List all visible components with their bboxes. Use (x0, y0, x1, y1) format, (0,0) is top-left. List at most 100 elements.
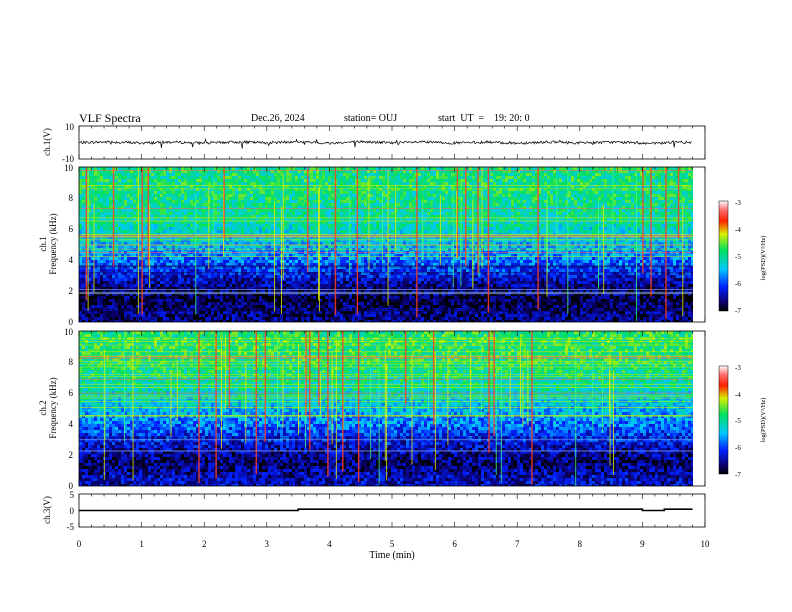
spectrogram-cell (238, 239, 242, 243)
spectrogram-cell (226, 239, 230, 243)
spectrogram-cell (292, 278, 296, 282)
spectrogram-cell (292, 176, 296, 180)
spectrogram-cell (268, 245, 272, 249)
spectrogram-cell (325, 242, 329, 246)
spectrogram-cell (337, 230, 341, 234)
spectrogram-cell (247, 224, 251, 228)
spectrogram-cell (256, 200, 260, 204)
spectrogram-cell (304, 212, 308, 216)
spectrogram-cell (154, 320, 158, 322)
spectrogram-cell (268, 257, 272, 261)
spectrogram-cell (286, 242, 290, 246)
spectrogram-cell (190, 209, 194, 213)
spectrogram-cell (91, 272, 95, 276)
spectrogram-cell (238, 179, 242, 183)
spectrogram-cell (100, 239, 104, 243)
spectrogram-cell (313, 290, 317, 294)
spectrogram-cell (130, 170, 134, 174)
spectrogram-cell (256, 278, 260, 282)
spectrogram-cell (193, 263, 197, 267)
spectrogram-cell (154, 176, 158, 180)
spectrogram-cell (106, 182, 110, 186)
spectrogram-cell (349, 209, 353, 213)
spectrogram-cell (274, 257, 278, 261)
spectrogram-cell (160, 317, 164, 321)
spectrogram-cell (253, 302, 257, 306)
spectrogram-cell (310, 227, 314, 231)
spectrogram-cell (235, 218, 239, 222)
spectrogram-cell (178, 293, 182, 297)
spectrogram-cell (352, 299, 356, 303)
spectrogram-cell (178, 179, 182, 183)
spectrogram-cell (205, 221, 209, 225)
spectrogram-cell (244, 293, 248, 297)
spectrogram-cell (232, 227, 236, 231)
spectrogram-cell (310, 218, 314, 222)
spectrogram-cell (136, 269, 140, 273)
spectrogram-cell (121, 278, 125, 282)
spectrogram-cell (343, 272, 347, 276)
spectrogram-cell (148, 311, 152, 315)
spectrogram-cell (256, 224, 260, 228)
spectrogram-cell (337, 179, 341, 183)
spectrogram-cell (286, 311, 290, 315)
spectrogram-cell (304, 200, 308, 204)
spectrogram-cell (97, 200, 101, 204)
spectrogram-cell (184, 317, 188, 321)
spectrogram-cell (232, 194, 236, 198)
spectrogram-cell (223, 257, 227, 261)
spectrogram-cell (244, 284, 248, 288)
spectrogram-cell (325, 215, 329, 219)
spectrogram-cell (106, 215, 110, 219)
spectrogram-cell (295, 236, 299, 240)
spectrogram-cell (106, 194, 110, 198)
spectrogram-cell (238, 287, 242, 291)
spectrogram-cell (283, 215, 287, 219)
spectrogram-cell (307, 167, 311, 171)
spectrogram-cell (298, 257, 302, 261)
spectrogram-cell (193, 179, 197, 183)
spectrogram-cell (235, 317, 239, 321)
spectrogram-cell (268, 314, 272, 318)
spectrogram-cell (184, 263, 188, 267)
spectrogram-cell (307, 272, 311, 276)
spectrogram-cell (157, 254, 161, 258)
spectrogram-cell (139, 182, 143, 186)
spectrogram-cell (202, 284, 206, 288)
spectrogram-cell (112, 275, 116, 279)
spectrogram-cell (202, 206, 206, 210)
spectrogram-cell (232, 218, 236, 222)
spectrogram-cell (199, 218, 203, 222)
spectrogram-cell (109, 212, 113, 216)
spectrogram-cell (205, 305, 209, 309)
spectrogram-cell (262, 188, 266, 192)
spectrogram-cell (304, 299, 308, 303)
spectrogram-cell (304, 320, 308, 322)
ch1-waveform-panel: 10 -10 ch.1(V) (42, 122, 706, 164)
spectrogram-cell (100, 242, 104, 246)
spectrogram-cell (295, 260, 299, 264)
spectrogram-cell (268, 266, 272, 270)
spectrogram-cell (166, 242, 170, 246)
spectrogram-cell (262, 215, 266, 219)
spectrogram-cell (337, 305, 341, 309)
spectrogram-cell (130, 203, 134, 207)
spectrogram-cell (310, 266, 314, 270)
spectrogram-cell (238, 176, 242, 180)
spectrogram-cell (256, 176, 260, 180)
spectrogram-cell (199, 200, 203, 204)
spectrogram-cell (169, 269, 173, 273)
spectrogram-cell (118, 266, 122, 270)
spectrogram-cell (94, 263, 98, 267)
spectrogram-cell (268, 200, 272, 204)
spectrogram-cell (211, 266, 215, 270)
spectrogram-cell (127, 209, 131, 213)
spectrogram-cell (82, 194, 86, 198)
spectrogram-cell (208, 179, 212, 183)
spectrogram-cell (136, 215, 140, 219)
spectrogram-cell (196, 212, 200, 216)
spectrogram-cell (286, 299, 290, 303)
spectrogram-cell (91, 302, 95, 306)
spectrogram-cell (244, 230, 248, 234)
spectrogram-cell (211, 254, 215, 258)
